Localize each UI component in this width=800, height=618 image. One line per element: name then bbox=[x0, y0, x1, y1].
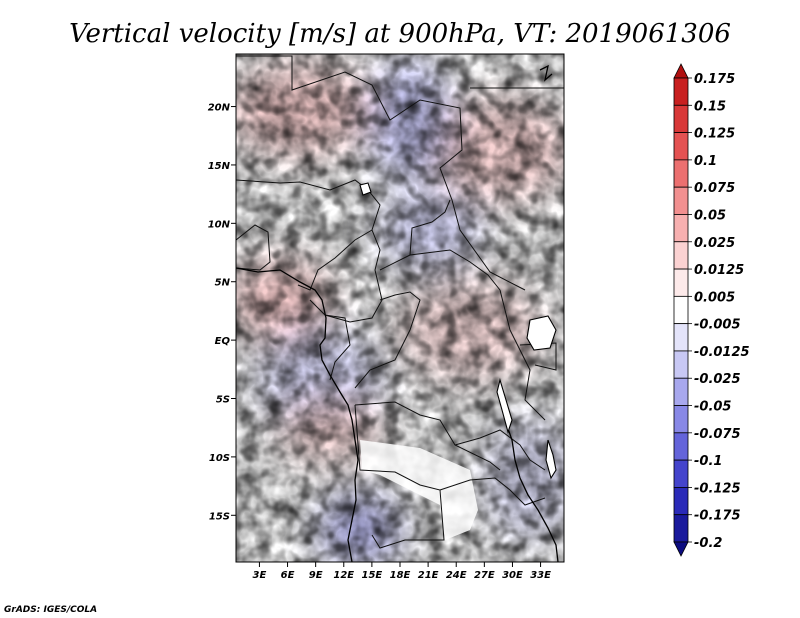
colorbar-label: -0.125 bbox=[694, 481, 741, 496]
border-line bbox=[409, 199, 451, 256]
colorbar-label: -0.2 bbox=[694, 536, 722, 551]
colorbar-box bbox=[673, 405, 689, 434]
colorbar-box bbox=[673, 159, 689, 188]
colorbar-box bbox=[673, 487, 689, 516]
chart-title: Vertical velocity [m/s] at 900hPa, VT: 2… bbox=[69, 19, 731, 49]
lake-tanganyika bbox=[496, 377, 513, 434]
kalahari-blank bbox=[360, 440, 478, 540]
lon-tick-label: 24E bbox=[446, 570, 467, 581]
colorbar-box bbox=[673, 77, 689, 106]
colorbar: 0.175 0.15 0.125 0.1 0.075 0.05 0.025 0.0125 0.0… bbox=[673, 63, 750, 557]
lon-tick-label: 12E bbox=[333, 570, 354, 581]
colorbar-label: 0.025 bbox=[694, 236, 735, 251]
colorbar-box bbox=[673, 186, 689, 215]
colorbar-label: 0.05 bbox=[694, 208, 726, 223]
colorbar-label: -0.075 bbox=[694, 427, 741, 442]
colorbar-label: 0.0125 bbox=[694, 263, 744, 278]
colorbar-label: 0.1 bbox=[694, 154, 717, 169]
lon-tick-label: 21E bbox=[418, 570, 439, 581]
lat-tick-label: 20N bbox=[208, 103, 231, 114]
lon-tick-label: 30E bbox=[502, 570, 523, 581]
country-borders bbox=[236, 55, 564, 549]
colorbar-box bbox=[673, 268, 689, 297]
colorbar-label: -0.025 bbox=[694, 372, 741, 387]
lat-tick-label: 10N bbox=[208, 219, 231, 230]
colorbar-label: 0.005 bbox=[694, 290, 735, 305]
coast-line bbox=[504, 419, 559, 562]
lake-victoria bbox=[526, 315, 557, 351]
grads-credit: GrADS: IGES/COLA bbox=[4, 605, 97, 615]
border-line bbox=[499, 289, 546, 421]
colorbar-label: -0.005 bbox=[694, 318, 741, 333]
border-line bbox=[309, 229, 383, 323]
colorbar-label: -0.0125 bbox=[694, 345, 750, 360]
border-line bbox=[324, 314, 351, 381]
colorbar-box bbox=[673, 377, 689, 406]
coastline bbox=[236, 64, 559, 562]
colorbar-box bbox=[673, 459, 689, 488]
lon-tick-label: 15E bbox=[362, 570, 383, 581]
coast-line bbox=[539, 64, 553, 82]
border-line bbox=[236, 224, 271, 271]
lon-tick-label: 3E bbox=[253, 570, 267, 581]
lon-tick-label: 33E bbox=[530, 570, 551, 581]
colorbar-box bbox=[673, 241, 689, 270]
colorbar-bottom-triangle bbox=[673, 541, 689, 557]
lat-tick-label: 5S bbox=[216, 395, 230, 406]
latitude-axis: 20N 15N 10N 5N EQ 5S 10S 15S bbox=[208, 103, 236, 522]
colorbar-box bbox=[673, 132, 689, 161]
colorbar-box bbox=[673, 295, 689, 325]
colorbar-box bbox=[673, 104, 689, 133]
colorbar-box bbox=[673, 432, 689, 461]
colorbar-label: -0.175 bbox=[694, 509, 741, 524]
lakes bbox=[359, 182, 557, 480]
colorbar-box bbox=[673, 350, 689, 379]
border-line bbox=[297, 229, 373, 291]
border-line bbox=[379, 249, 501, 291]
lon-tick-label: 6E bbox=[281, 570, 295, 581]
lake-malawi bbox=[545, 439, 557, 480]
colorbar-label: 0.175 bbox=[694, 72, 735, 87]
lat-tick-label: 5N bbox=[215, 278, 231, 289]
colorbar-label: -0.1 bbox=[694, 454, 722, 469]
colorbar-box bbox=[673, 214, 689, 243]
border-line bbox=[454, 429, 546, 471]
lat-tick-label: 15S bbox=[209, 511, 230, 522]
colorbar-top-triangle bbox=[673, 63, 689, 79]
border-line bbox=[354, 291, 421, 389]
border-line bbox=[439, 477, 546, 506]
border-line bbox=[354, 401, 501, 471]
lake-chad bbox=[359, 182, 372, 196]
lat-tick-label: 10S bbox=[209, 453, 230, 464]
lat-tick-label: 15N bbox=[208, 161, 231, 172]
colorbar-box bbox=[673, 514, 689, 543]
colorbar-label: 0.075 bbox=[694, 181, 735, 196]
border-line bbox=[236, 55, 526, 291]
lon-tick-label: 9E bbox=[309, 570, 323, 581]
lon-tick-label: 18E bbox=[390, 570, 411, 581]
longitude-axis: 3E 6E 9E 12E 15E 18E 21E 24E 27E 30E 33E bbox=[253, 562, 551, 581]
colorbar-label: -0.05 bbox=[694, 400, 731, 415]
lat-tick-label: EQ bbox=[215, 336, 231, 347]
colorbar-box bbox=[673, 323, 689, 352]
coast-line bbox=[236, 267, 359, 562]
field-noise-blue bbox=[236, 54, 564, 562]
map-panel bbox=[236, 54, 564, 562]
colorbar-label: 0.15 bbox=[694, 99, 726, 114]
colorbar-label: 0.125 bbox=[694, 127, 735, 142]
border-line bbox=[236, 179, 381, 231]
lon-tick-label: 27E bbox=[474, 570, 495, 581]
